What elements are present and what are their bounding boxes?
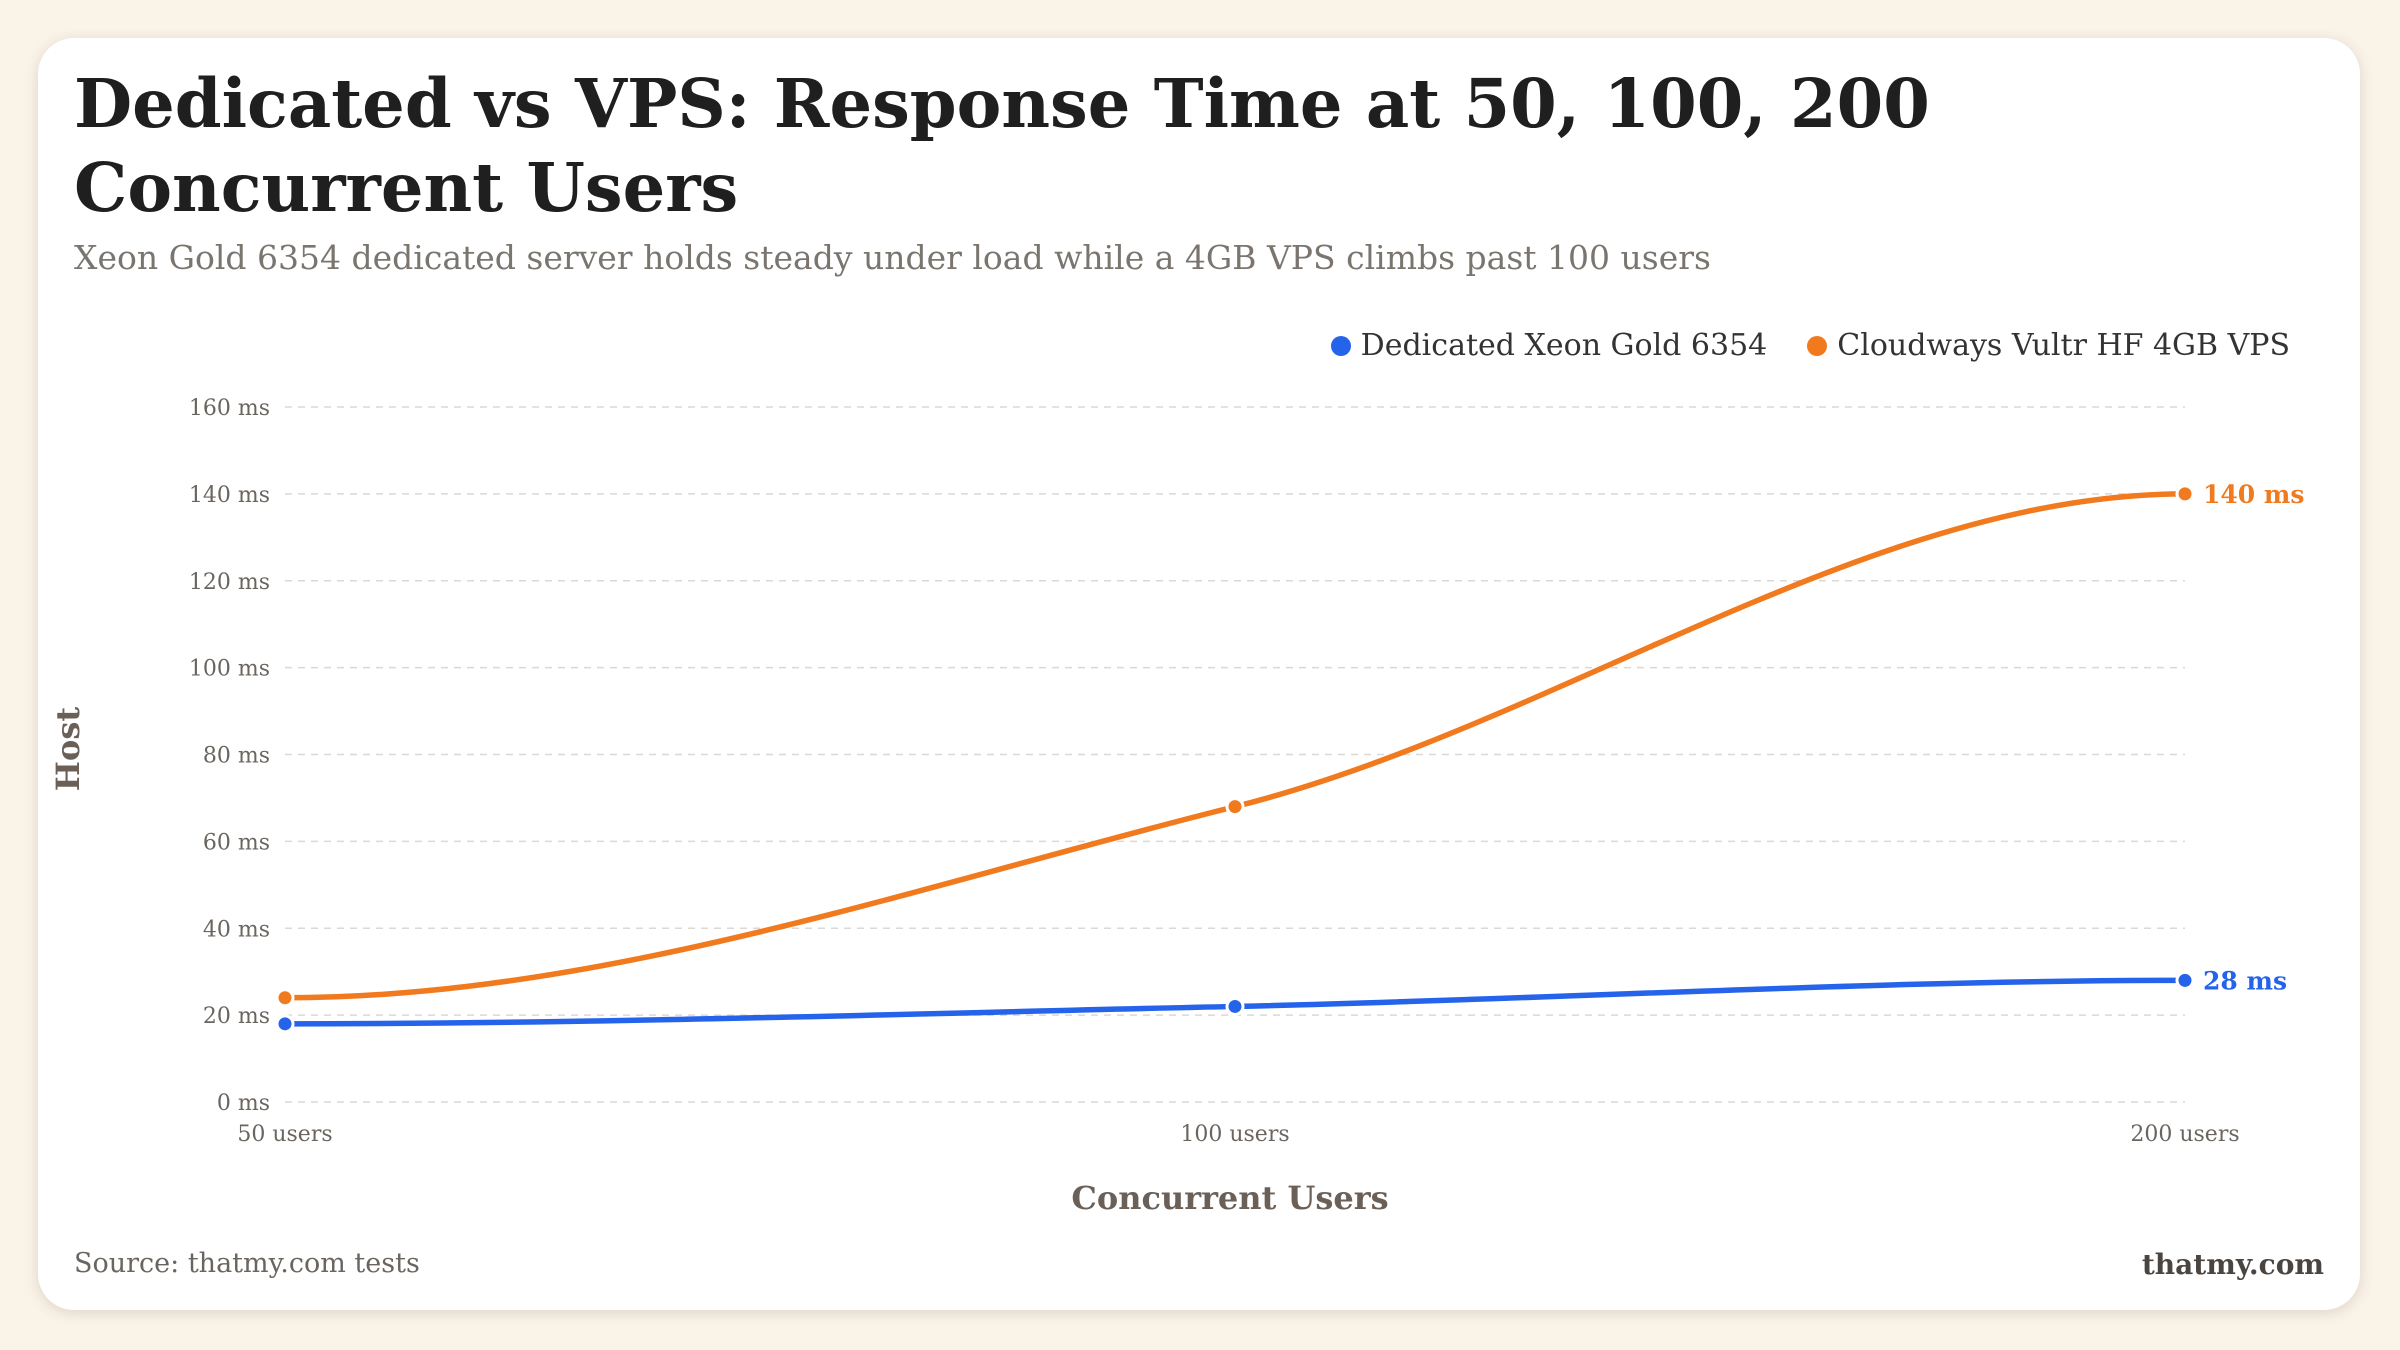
x-tick-label: 200 users [2130, 1122, 2239, 1147]
x-tick-label: 100 users [1180, 1122, 1289, 1147]
data-point [1225, 797, 1245, 817]
legend-item-vps[interactable]: Cloudways Vultr HF 4GB VPS [1807, 328, 2290, 363]
y-tick-label: 120 ms [189, 570, 270, 595]
data-point [275, 988, 295, 1008]
legend-swatch-dedicated [1330, 335, 1351, 356]
end-value-label: 28 ms [2203, 966, 2287, 995]
y-tick-label: 80 ms [203, 744, 270, 769]
data-point [1225, 996, 1245, 1016]
legend-swatch-vps [1807, 335, 1828, 356]
y-tick-label: 140 ms [189, 483, 270, 508]
chart-card: Dedicated vs VPS: Response Time at 50, 1… [38, 38, 2360, 1310]
y-tick-label: 100 ms [189, 657, 270, 682]
y-tick-label: 60 ms [203, 830, 270, 855]
y-tick-label: 40 ms [203, 917, 270, 942]
legend: Dedicated Xeon Gold 6354 Cloudways Vultr… [1291, 328, 2290, 363]
brand-link[interactable]: thatmy.com [2141, 1248, 2324, 1281]
data-point [2175, 484, 2195, 504]
legend-item-dedicated[interactable]: Dedicated Xeon Gold 6354 [1330, 328, 1768, 363]
y-tick-label: 160 ms [189, 396, 270, 421]
end-value-label: 140 ms [2203, 480, 2304, 509]
source-note: Source: thatmy.com tests [74, 1248, 420, 1279]
data-point [2175, 970, 2195, 990]
series-line-1 [282, 491, 2188, 1001]
chart-subtitle: Xeon Gold 6354 dedicated server holds st… [74, 238, 1711, 277]
data-point [275, 1014, 295, 1034]
y-tick-label: 20 ms [203, 1004, 270, 1029]
legend-label-dedicated: Dedicated Xeon Gold 6354 [1360, 328, 1768, 363]
chart-title: Dedicated vs VPS: Response Time at 50, 1… [74, 64, 1930, 227]
legend-label-vps: Cloudways Vultr HF 4GB VPS [1837, 328, 2290, 363]
x-axis-title: Concurrent Users [1071, 1179, 1388, 1217]
y-tick-label: 0 ms [217, 1091, 270, 1116]
y-axis-title: Host [49, 707, 87, 792]
x-tick-label: 50 users [237, 1122, 332, 1147]
